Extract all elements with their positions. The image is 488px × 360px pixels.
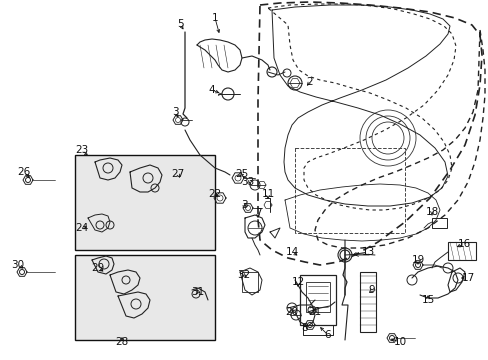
Text: 15: 15 xyxy=(421,295,434,305)
Text: 7: 7 xyxy=(254,208,261,218)
Bar xyxy=(447,242,475,260)
Text: 30: 30 xyxy=(11,260,24,270)
Text: 10: 10 xyxy=(393,337,406,347)
Text: 24: 24 xyxy=(75,223,88,233)
Text: 4: 4 xyxy=(208,85,215,95)
Text: 2: 2 xyxy=(306,77,313,87)
Bar xyxy=(299,275,335,325)
Text: 13: 13 xyxy=(361,247,374,257)
Text: 27: 27 xyxy=(171,169,184,179)
Text: 16: 16 xyxy=(456,239,469,249)
Text: 11: 11 xyxy=(261,189,274,199)
Text: 8: 8 xyxy=(301,323,307,333)
Text: 33: 33 xyxy=(241,177,254,187)
Text: 3: 3 xyxy=(240,200,247,210)
Bar xyxy=(359,272,375,332)
Text: 31: 31 xyxy=(191,287,204,297)
Text: 19: 19 xyxy=(410,255,424,265)
Text: 20: 20 xyxy=(285,307,298,317)
Text: 1: 1 xyxy=(211,13,218,23)
Text: 12: 12 xyxy=(291,277,304,287)
Text: 25: 25 xyxy=(235,169,248,179)
Bar xyxy=(75,255,215,340)
Text: 5: 5 xyxy=(176,19,183,29)
Text: 18: 18 xyxy=(425,207,438,217)
Bar xyxy=(431,218,446,228)
Text: 21: 21 xyxy=(308,307,321,317)
Bar xyxy=(242,272,258,292)
Text: 3: 3 xyxy=(171,107,178,117)
Text: 9: 9 xyxy=(368,285,375,295)
Text: 6: 6 xyxy=(324,330,331,340)
Text: 26: 26 xyxy=(18,167,31,177)
Bar xyxy=(305,282,329,312)
Text: 17: 17 xyxy=(461,273,474,283)
Text: 29: 29 xyxy=(91,263,104,273)
Text: 14: 14 xyxy=(285,247,298,257)
Text: 23: 23 xyxy=(75,145,88,155)
Text: 32: 32 xyxy=(237,270,250,280)
Bar xyxy=(294,148,404,233)
Text: 22: 22 xyxy=(208,189,221,199)
Text: 28: 28 xyxy=(115,337,128,347)
Bar xyxy=(75,155,215,250)
